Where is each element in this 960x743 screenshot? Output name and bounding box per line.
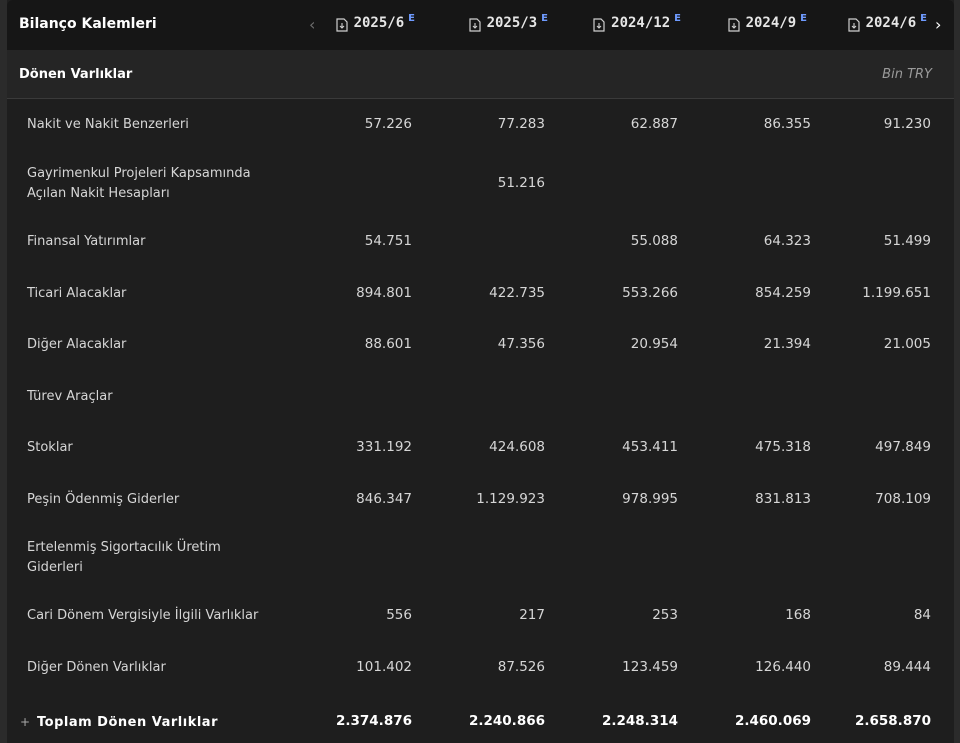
column-header-2025-6[interactable]: 2025/6 E <box>325 13 415 37</box>
column-header-label: 2024/6 <box>865 15 917 31</box>
row-label: Ticari Alacaklar <box>27 285 127 301</box>
total-value: 2.240.866 <box>468 713 545 729</box>
cell-value: 708.109 <box>875 490 931 507</box>
table-row[interactable]: Stoklar 331.192 424.608 453.411 475.318 497.8… <box>7 422 954 475</box>
row-label: Gayrimenkul Projeleri Kapsamında Açılan … <box>27 165 251 201</box>
column-header-label: 2024/9 <box>745 15 797 31</box>
cell-value: 475.318 <box>755 439 811 455</box>
column-header-2024-9[interactable]: 2024/9 E <box>704 13 807 37</box>
table-row[interactable]: Gayrimenkul Projeleri Kapsamında Açılan … <box>7 151 954 217</box>
cell-value: 86.355 <box>763 116 811 132</box>
cell-value: 497.849 <box>875 439 931 455</box>
cell-value: 62.887 <box>630 116 678 132</box>
cell-value: 77.283 <box>497 116 545 132</box>
cell-value: 57.226 <box>364 116 412 132</box>
cell-value: 91.230 <box>883 116 931 132</box>
document-icon <box>468 18 481 32</box>
total-row[interactable]: + Toplam Dönen Varlıklar 2.374.876 2.240.86… <box>7 693 954 743</box>
cell-value: 51.216 <box>497 174 545 191</box>
expand-icon[interactable]: + <box>20 715 31 729</box>
cell-value: 101.402 <box>356 658 412 675</box>
cell-value: 55.088 <box>630 233 678 249</box>
row-label: Nakit ve Nakit Benzerleri <box>27 117 189 132</box>
cell-value: 123.459 <box>622 658 678 675</box>
cell-value: 422.735 <box>489 284 545 301</box>
table-row[interactable]: Diğer Alacaklar 88.601 47.356 20.954 21.394 2… <box>7 319 954 372</box>
cell-value: 21.394 <box>763 336 811 352</box>
column-header-2024-6[interactable]: 2024/6 E <box>827 13 927 37</box>
table-title: Bilanço Kalemleri <box>19 16 157 32</box>
total-label: Toplam Dönen Varlıklar <box>37 715 218 730</box>
cell-value: 331.192 <box>356 439 412 455</box>
cell-value: 424.608 <box>489 439 545 455</box>
column-header-label: 2025/3 <box>486 15 538 31</box>
document-icon <box>727 18 740 32</box>
document-icon <box>335 18 348 32</box>
row-label: Türev Araçlar <box>27 388 113 404</box>
cell-value: 846.347 <box>356 490 412 507</box>
cell-value: 854.259 <box>755 284 811 301</box>
cell-value: 51.499 <box>883 233 931 249</box>
cell-value: 894.801 <box>356 284 412 301</box>
table-row[interactable]: Ertelenmiş Sigortacılık Üretim Giderleri <box>7 525 954 591</box>
cell-value: 1.129.923 <box>476 490 545 507</box>
estimate-marker: E <box>920 13 927 24</box>
column-header-label: 2024/12 <box>611 15 671 31</box>
cell-value: 84 <box>913 607 931 623</box>
row-label: Cari Dönem Vergisiyle İlgili Varlıklar <box>27 608 259 623</box>
cell-value: 168 <box>785 607 811 623</box>
column-header-2025-3[interactable]: 2025/3 E <box>448 13 548 37</box>
cell-value: 20.954 <box>630 336 678 352</box>
table-row[interactable]: Diğer Dönen Varlıklar 101.402 87.526 123.45… <box>7 642 954 694</box>
table-row[interactable]: Türev Araçlar <box>7 371 954 423</box>
total-value: 2.658.870 <box>854 713 931 729</box>
row-label: Finansal Yatırımlar <box>27 234 146 249</box>
table-row[interactable]: Peşin Ödenmiş Giderler 846.347 1.129.923 97… <box>7 474 954 526</box>
total-value: 2.248.314 <box>601 713 678 729</box>
cell-value: 89.444 <box>883 658 931 675</box>
document-icon <box>593 18 605 32</box>
estimate-marker: E <box>800 13 807 24</box>
table-row[interactable]: Finansal Yatırımlar 54.751 55.088 64.323 51.… <box>7 216 954 269</box>
table-header: Bilanço Kalemleri ‹ 2025/6 E 2025/3 E 20… <box>7 0 954 50</box>
balance-sheet-table: Bilanço Kalemleri ‹ 2025/6 E 2025/3 E 20… <box>7 0 954 743</box>
estimate-marker: E <box>408 13 415 24</box>
cell-value: 831.813 <box>755 490 811 507</box>
table-row[interactable]: Cari Dönem Vergisiyle İlgili Varlıklar 55… <box>7 590 954 643</box>
cell-value: 553.266 <box>622 284 678 301</box>
estimate-marker: E <box>541 13 548 24</box>
cell-value: 47.356 <box>497 336 545 352</box>
table-row[interactable]: Nakit ve Nakit Benzerleri 57.226 77.283 62.… <box>7 99 954 152</box>
cell-value: 253 <box>652 607 678 623</box>
cell-value: 21.005 <box>883 336 931 352</box>
cell-value: 453.411 <box>622 439 678 455</box>
cell-value: 87.526 <box>497 658 545 675</box>
estimate-marker: E <box>674 13 681 24</box>
section-title: Dönen Varlıklar <box>19 67 133 82</box>
section-current-assets: Dönen Varlıklar Bin TRY <box>7 50 954 99</box>
chevron-right-icon[interactable]: › <box>935 15 942 34</box>
row-label: Peşin Ödenmiş Giderler <box>27 491 180 507</box>
row-label: Ertelenmiş Sigortacılık Üretim Giderleri <box>27 539 221 575</box>
document-icon <box>847 18 860 32</box>
cell-value: 1.199.651 <box>862 284 931 301</box>
cell-value: 54.751 <box>364 233 412 249</box>
cell-value: 556 <box>386 607 412 623</box>
total-value: 2.460.069 <box>734 713 811 729</box>
cell-value: 978.995 <box>622 490 678 507</box>
table-row[interactable]: Ticari Alacaklar 894.801 422.735 553.266 854… <box>7 268 954 320</box>
row-label: Diğer Dönen Varlıklar <box>27 659 166 675</box>
column-header-label: 2025/6 <box>353 15 405 31</box>
cell-value: 217 <box>519 607 545 623</box>
cell-value: 88.601 <box>364 336 412 352</box>
column-header-2024-12[interactable]: 2024/12 E <box>571 13 681 37</box>
total-value: 2.374.876 <box>335 713 412 729</box>
row-label: Stoklar <box>27 440 73 455</box>
row-label: Diğer Alacaklar <box>27 337 127 352</box>
cell-value: 64.323 <box>763 233 811 249</box>
cell-value: 126.440 <box>755 658 811 675</box>
currency-unit: Bin TRY <box>882 67 932 82</box>
chevron-left-icon[interactable]: ‹ <box>309 15 316 34</box>
